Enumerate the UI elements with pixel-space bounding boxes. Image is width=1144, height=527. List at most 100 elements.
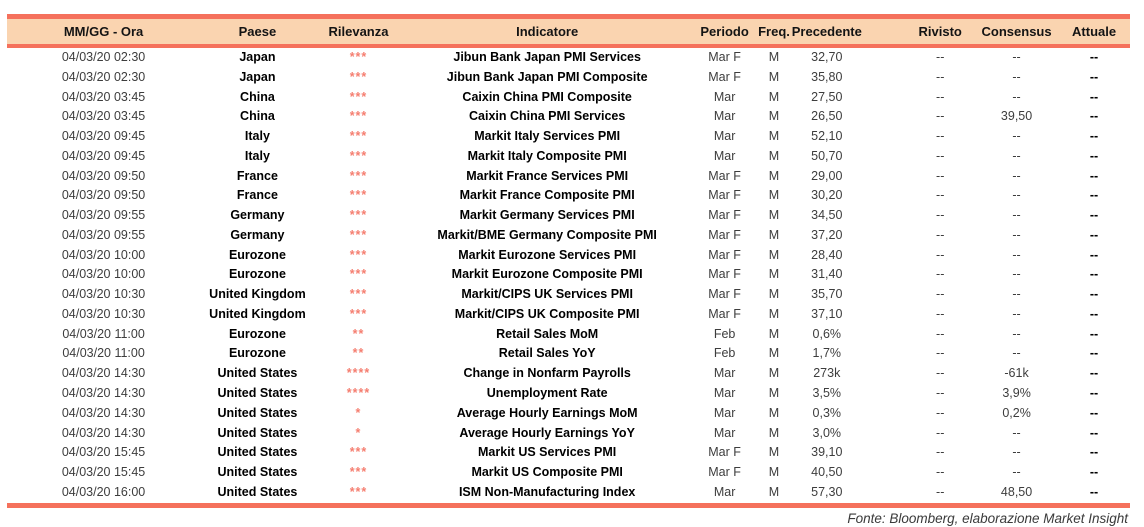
table-body: 04/03/20 02:30 Japan *** Jibun Bank Japan P… (7, 48, 1130, 503)
table-row: 04/03/20 10:00 Eurozone *** Markit Eurozone… (7, 246, 1130, 266)
table-row: 04/03/20 10:30 United Kingdom *** Markit/CI… (7, 285, 1130, 305)
period-cell: Mar F (708, 168, 741, 183)
indicator-cell: Markit France Services PMI (466, 168, 629, 183)
previous-cell: 30,20 (811, 188, 843, 203)
actual-cell: -- (1089, 188, 1099, 203)
period-cell: Mar F (708, 188, 741, 203)
indicator-cell: Average Hourly Earnings YoY (459, 425, 635, 440)
time-cell: 04/03/20 09:50 (61, 188, 146, 203)
consensus-cell: 39,50 (1000, 109, 1033, 124)
country-cell: United Kingdom (209, 287, 306, 302)
revised-cell: -- (936, 227, 945, 242)
frequency-cell: M (768, 247, 780, 262)
actual-cell: -- (1089, 306, 1099, 321)
relevance-stars: *** (349, 69, 368, 84)
actual-cell: -- (1089, 168, 1099, 183)
previous-cell: 40,50 (811, 465, 843, 480)
frequency-cell: M (768, 405, 780, 420)
period-cell: Mar F (708, 306, 741, 321)
indicator-cell: Markit Italy Composite PMI (467, 148, 627, 163)
period-cell: Feb (713, 326, 736, 341)
indicator-cell: Markit/CIPS UK Services PMI (461, 287, 633, 302)
revised-cell: -- (936, 148, 945, 163)
frequency-cell: M (768, 227, 780, 242)
relevance-stars: *** (349, 50, 368, 64)
country-cell: Italy (244, 148, 270, 163)
previous-cell: 35,70 (811, 287, 843, 302)
time-cell: 04/03/20 10:00 (61, 267, 146, 282)
country-cell: China (240, 89, 275, 104)
revised-cell: -- (936, 247, 945, 262)
revised-cell: -- (936, 109, 945, 124)
revised-cell: -- (936, 346, 945, 361)
indicator-cell: Markit Italy Services PMI (474, 129, 621, 144)
consensus-cell: -- (1012, 287, 1021, 302)
consensus-cell: -- (1012, 227, 1021, 242)
country-cell: United States (217, 386, 298, 401)
previous-cell: 37,10 (811, 306, 843, 321)
period-cell: Mar F (708, 247, 741, 262)
relevance-stars: *** (349, 484, 368, 499)
relevance-stars: *** (349, 247, 368, 262)
revised-cell: -- (936, 69, 945, 84)
period-cell: Feb (713, 346, 736, 361)
consensus-cell: -- (1012, 148, 1021, 163)
frequency-cell: M (768, 188, 780, 203)
source-note: Fonte: Bloomberg, elaborazione Market In… (847, 510, 1128, 526)
relevance-stars: *** (349, 287, 368, 302)
consensus-cell: 3,9% (1002, 386, 1031, 401)
table-row: 04/03/20 10:00 Eurozone *** Markit Eurozone… (7, 265, 1130, 285)
table-row: 04/03/20 15:45 United States *** Markit US … (7, 443, 1130, 463)
country-cell: Germany (230, 208, 285, 223)
time-cell: 04/03/20 10:30 (61, 306, 146, 321)
previous-cell: 3,0% (812, 425, 842, 440)
indicator-cell: Markit Germany Services PMI (459, 208, 635, 223)
indicator-cell: Markit Eurozone Services PMI (458, 247, 637, 262)
revised-cell: -- (936, 465, 945, 480)
header-actual: Attuale (1072, 24, 1117, 39)
previous-cell: 26,50 (811, 109, 843, 124)
country-cell: United States (217, 465, 298, 480)
actual-cell: -- (1089, 484, 1099, 499)
revised-cell: -- (936, 89, 945, 104)
table-row: 04/03/20 14:30 United States * Average Hour… (7, 404, 1130, 424)
previous-cell: 57,30 (811, 484, 843, 499)
revised-cell: -- (936, 168, 945, 183)
revised-cell: -- (936, 366, 945, 381)
table-row: 04/03/20 03:45 China *** Caixin China PMI C… (7, 88, 1130, 108)
table-row: 04/03/20 02:30 Japan *** Jibun Bank Japan P… (7, 68, 1130, 88)
frequency-cell: M (768, 326, 780, 341)
consensus-cell: -- (1012, 89, 1021, 104)
previous-cell: 35,80 (811, 69, 843, 84)
relevance-stars: *** (349, 129, 368, 144)
time-cell: 04/03/20 16:00 (61, 484, 146, 499)
header-time: MM/GG - Ora (63, 24, 144, 39)
country-cell: United States (217, 445, 298, 460)
frequency-cell: M (768, 267, 780, 282)
relevance-stars: *** (349, 109, 368, 124)
indicator-cell: Markit Eurozone Composite PMI (451, 267, 643, 282)
revised-cell: -- (936, 287, 945, 302)
actual-cell: -- (1089, 247, 1099, 262)
time-cell: 04/03/20 03:45 (61, 89, 146, 104)
relevance-stars: **** (346, 386, 371, 401)
relevance-stars: *** (349, 148, 368, 163)
indicator-cell: Average Hourly Earnings MoM (456, 405, 638, 420)
previous-cell: 29,00 (811, 168, 843, 183)
country-cell: United Kingdom (209, 306, 306, 321)
time-cell: 04/03/20 02:30 (61, 69, 146, 84)
country-cell: United States (217, 405, 298, 420)
frequency-cell: M (768, 50, 780, 64)
time-cell: 04/03/20 02:30 (61, 50, 146, 64)
country-cell: United States (217, 425, 298, 440)
country-cell: France (236, 168, 278, 183)
period-cell: Mar (713, 425, 736, 440)
revised-cell: -- (936, 386, 945, 401)
frequency-cell: M (768, 168, 780, 183)
country-cell: Italy (244, 129, 270, 144)
frequency-cell: M (768, 386, 780, 401)
relevance-stars: *** (349, 89, 368, 104)
revised-cell: -- (936, 208, 945, 223)
table-row: 04/03/20 14:30 United States **** Change in… (7, 364, 1130, 384)
header-revised: Rivisto (918, 24, 962, 39)
